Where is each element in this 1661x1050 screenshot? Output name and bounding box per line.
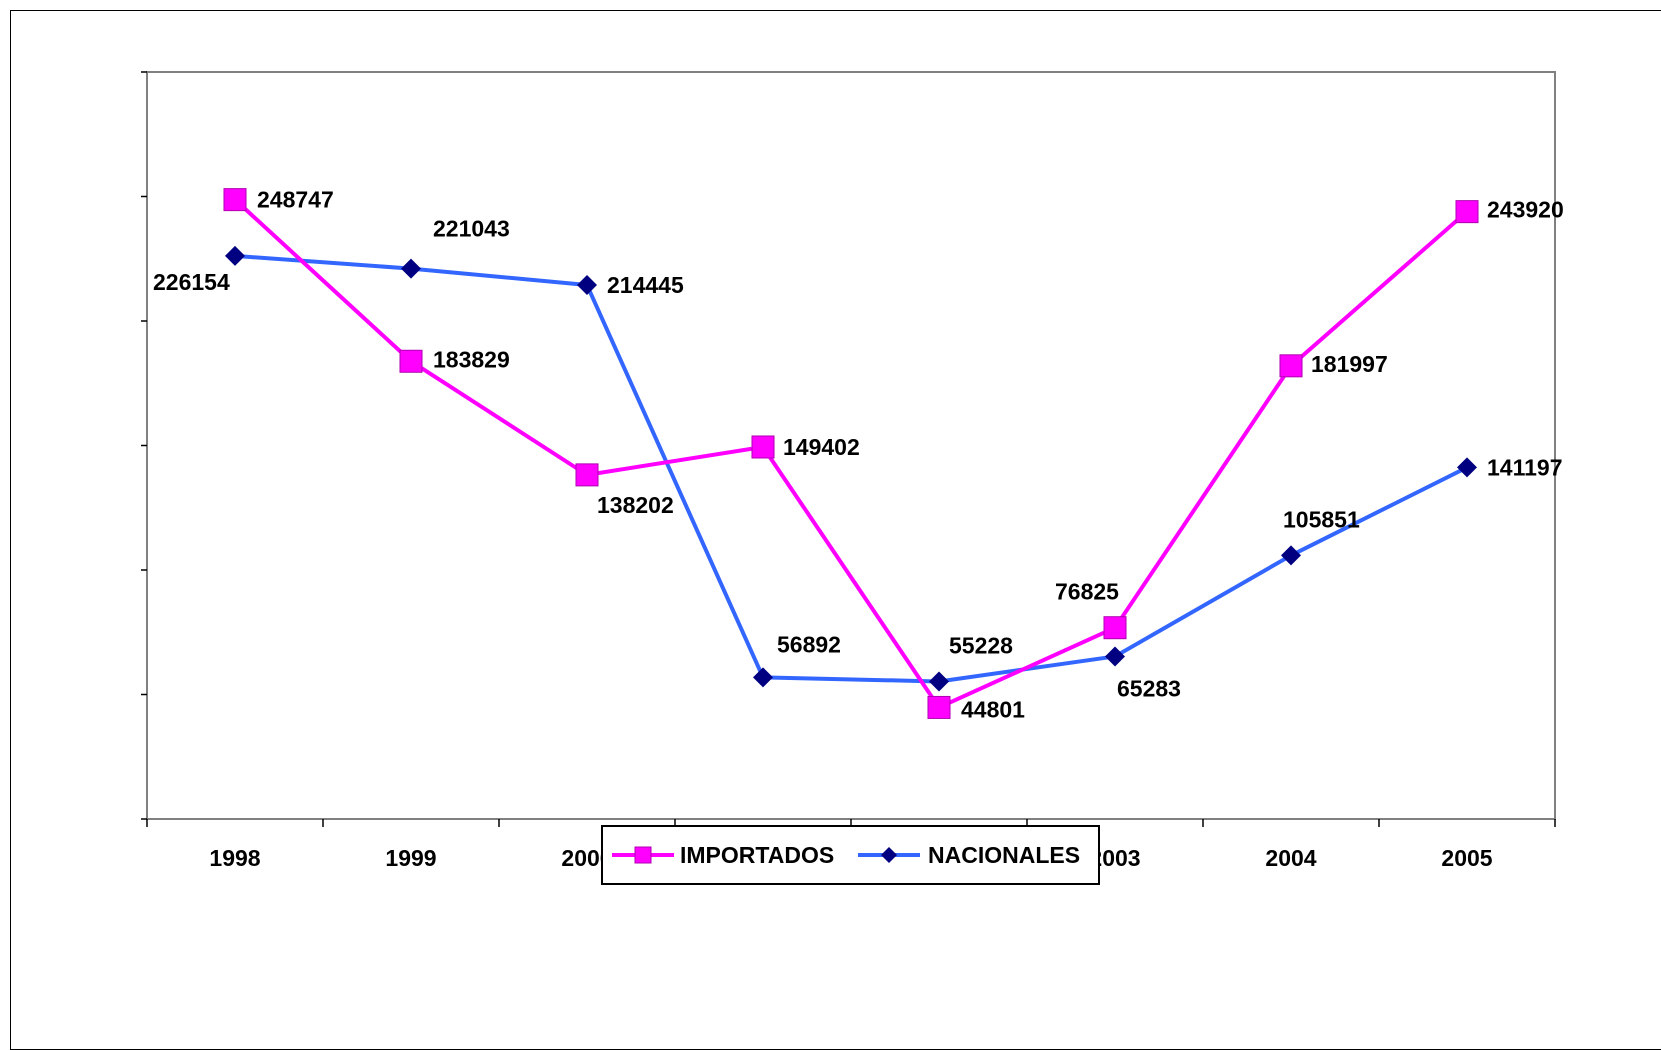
series-marker-diamond <box>929 671 949 692</box>
data-label-nacionales: 141197 <box>1487 454 1562 480</box>
series-marker-square <box>634 846 652 864</box>
series-marker-diamond <box>1281 545 1301 566</box>
legend: IMPORTADOS NACIONALES <box>601 825 1100 885</box>
data-label-nacionales: 55228 <box>949 632 1013 658</box>
data-label-nacionales: 221043 <box>433 216 510 242</box>
data-label-importados: 44801 <box>961 696 1025 722</box>
data-label-importados: 248747 <box>257 187 334 213</box>
series-marker-square <box>751 435 775 459</box>
data-label-importados: 76825 <box>1055 579 1119 605</box>
data-label-importados: 243920 <box>1487 197 1564 223</box>
data-label-importados: 138202 <box>597 492 674 518</box>
legend-label-importados: IMPORTADOS <box>680 842 834 868</box>
x-tick-label: 1998 <box>209 845 260 871</box>
series-marker-square <box>927 695 951 719</box>
legend-box <box>601 825 1100 885</box>
series-marker-square <box>575 463 599 487</box>
series-marker-square <box>1103 616 1127 640</box>
series-marker-square <box>223 188 247 212</box>
series-marker-diamond <box>1105 646 1125 667</box>
series-marker-square <box>399 349 423 373</box>
series-marker-diamond <box>225 245 245 266</box>
data-label-importados: 181997 <box>1311 351 1388 377</box>
series-marker-diamond <box>753 667 773 688</box>
y-axis <box>141 71 147 820</box>
data-label-nacionales: 65283 <box>1117 675 1181 701</box>
data-label-nacionales: 56892 <box>777 631 841 657</box>
series-marker-diamond <box>577 275 597 296</box>
series-marker-square <box>1455 200 1479 224</box>
data-label-nacionales: 226154 <box>153 269 230 295</box>
data-label-nacionales: 214445 <box>607 272 684 298</box>
series-layer <box>223 188 1479 719</box>
legend-label-nacionales: NACIONALES <box>928 842 1080 868</box>
plot-area <box>146 71 1556 820</box>
series-marker-diamond <box>401 258 421 279</box>
series-marker-diamond <box>881 847 897 863</box>
series-line-nacionales <box>234 253 1468 684</box>
x-tick-label: 2004 <box>1265 845 1316 871</box>
data-labels: 248747 183829 138202 149402 44801 76825 181997… <box>153 187 1564 723</box>
series-marker-diamond <box>1457 457 1477 478</box>
data-label-importados: 183829 <box>433 346 510 372</box>
x-tick-label: 1999 <box>385 845 436 871</box>
x-tick-label: 2005 <box>1441 845 1492 871</box>
data-label-importados: 149402 <box>783 434 860 460</box>
series-marker-square <box>1279 354 1303 378</box>
series-line-importados <box>233 198 1469 710</box>
data-label-nacionales: 105851 <box>1283 506 1360 532</box>
